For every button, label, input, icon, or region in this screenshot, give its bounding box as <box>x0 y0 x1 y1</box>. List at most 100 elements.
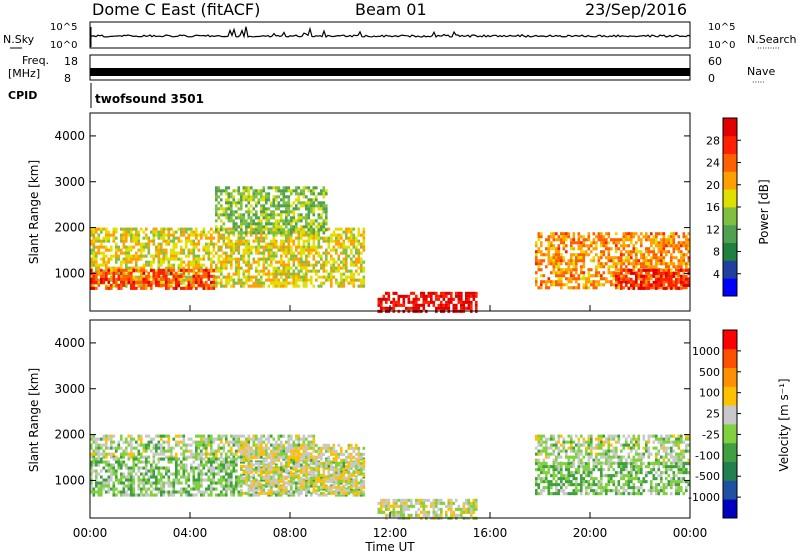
nave-top-tick: 60 <box>708 55 722 68</box>
echo-cell <box>642 235 646 239</box>
echo-cell <box>135 230 138 234</box>
echo-cell <box>115 245 118 249</box>
echo-cell <box>157 440 161 444</box>
echo-cell <box>95 280 98 284</box>
echo-cell <box>340 245 343 249</box>
echo-cell <box>335 251 338 255</box>
echo-cell <box>307 201 311 205</box>
echo-cell <box>200 449 203 453</box>
echo-cell <box>237 455 241 459</box>
echo-cell <box>627 244 631 248</box>
echo-cell <box>270 204 273 208</box>
echo-cell <box>337 266 341 270</box>
echo-cell <box>220 478 223 482</box>
echo-cell <box>460 306 463 310</box>
echo-cell <box>217 269 221 273</box>
echo-cell <box>97 487 101 491</box>
echo-cell <box>550 259 553 263</box>
echo-cell <box>132 455 136 459</box>
echo-cell <box>662 247 666 251</box>
echo-cell <box>655 286 658 290</box>
echo-cell <box>560 271 563 275</box>
echo-cell <box>240 281 243 285</box>
echo-cell <box>227 231 231 235</box>
echo-cell <box>640 280 643 284</box>
echo-cell <box>552 271 556 275</box>
echo-cell <box>100 457 103 461</box>
echo-cell <box>152 455 156 459</box>
echo-cell <box>122 260 126 264</box>
echo-cell <box>142 446 146 450</box>
echo-cell <box>577 241 581 245</box>
echo-cell <box>92 463 96 467</box>
echo-cell <box>270 257 273 261</box>
echo-cell <box>220 266 223 270</box>
echo-cell <box>627 235 631 239</box>
echo-cell <box>272 213 276 217</box>
echo-cell <box>427 294 431 298</box>
echo-cell <box>197 254 201 258</box>
echo-cell <box>420 303 423 307</box>
echo-cell <box>305 461 308 465</box>
echo-cell <box>655 259 658 263</box>
echo-cell <box>255 228 258 232</box>
echo-cell <box>332 248 336 252</box>
echo-cell <box>157 472 161 476</box>
echo-cell <box>597 232 601 236</box>
echo-cell <box>92 230 96 234</box>
echo-cell <box>390 300 393 304</box>
echo-cell <box>575 271 578 275</box>
echo-cell <box>617 256 621 260</box>
echo-cell <box>192 248 196 252</box>
echo-cell <box>280 269 283 273</box>
echo-cell <box>227 481 231 485</box>
echo-cell <box>615 268 618 272</box>
echo-cell <box>175 251 178 255</box>
echo-cell <box>255 245 258 249</box>
echo-cell <box>310 278 313 282</box>
echo-cell <box>300 230 303 234</box>
echo-cell <box>320 207 323 211</box>
echo-cell <box>577 256 581 260</box>
echo-cell <box>247 443 251 447</box>
echo-cell <box>292 281 296 285</box>
echo-cell <box>355 236 358 240</box>
echo-cell <box>227 204 231 208</box>
echo-cell <box>290 192 293 196</box>
echo-cell <box>225 189 228 193</box>
echo-cell <box>282 482 286 486</box>
echo-cell <box>170 484 173 488</box>
echo-cell <box>202 263 206 267</box>
echo-cell <box>160 283 163 287</box>
echo-cell <box>552 256 556 260</box>
echo-cell <box>295 469 298 473</box>
echo-cell <box>197 472 201 476</box>
echo-cell <box>127 455 131 459</box>
echo-cell <box>152 493 156 497</box>
echo-cell <box>277 248 281 252</box>
echo-cell <box>137 493 141 497</box>
echo-cell <box>297 440 301 444</box>
echo-cell <box>105 227 108 231</box>
echo-cell <box>640 241 643 245</box>
echo-cell <box>132 245 136 249</box>
echo-cell <box>162 236 166 240</box>
echo-cell <box>147 434 151 438</box>
echo-cell <box>167 227 171 231</box>
echo-cell <box>572 232 576 236</box>
echo-cell <box>310 189 313 193</box>
echo-cell <box>130 478 133 482</box>
echo-cell <box>282 269 286 273</box>
echo-cell <box>235 201 238 205</box>
echo-cell <box>215 452 218 456</box>
echo-cell <box>112 466 116 470</box>
echo-cell <box>230 192 233 196</box>
echo-cell <box>242 458 246 462</box>
echo-cell <box>237 443 241 447</box>
echo-cell <box>162 271 166 275</box>
echo-cell <box>217 493 221 497</box>
echo-cell <box>300 260 303 264</box>
echo-cell <box>157 280 161 284</box>
echo-cell <box>242 242 246 246</box>
echo-cell <box>210 466 213 470</box>
